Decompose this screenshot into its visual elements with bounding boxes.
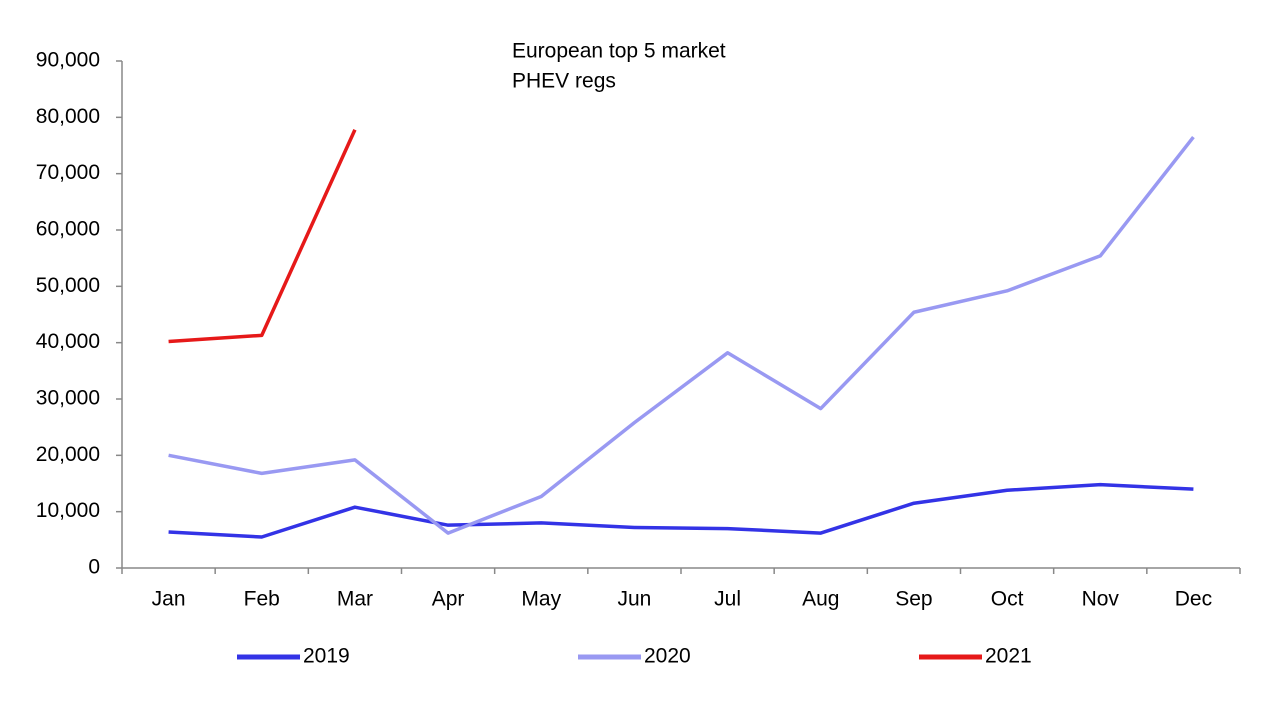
x-tick-label: Sep [895, 588, 932, 611]
y-tick-label: 50,000 [36, 274, 100, 297]
legend-label: 2021 [985, 645, 1032, 668]
series-line [168, 482, 1194, 539]
x-tick-label: Jan [152, 588, 186, 611]
x-tick-label: Jun [617, 588, 651, 611]
y-tick-label: 30,000 [36, 387, 100, 410]
y-tick-label: 0 [88, 556, 100, 579]
y-tick-label: 80,000 [36, 105, 100, 128]
y-tick-label: 10,000 [36, 499, 100, 522]
y-tick-label: 60,000 [36, 218, 100, 241]
y-tick-label: 20,000 [36, 443, 100, 466]
x-tick-label: Mar [337, 588, 373, 611]
x-tick-label: Dec [1175, 588, 1212, 611]
y-tick-label: 90,000 [36, 49, 100, 72]
chart-title: PHEV regs [512, 70, 616, 93]
x-tick-label: Feb [244, 588, 280, 611]
series-line [168, 129, 357, 344]
legend-label: 2019 [303, 645, 350, 668]
x-tick-label: Aug [802, 588, 839, 611]
chart-title: European top 5 market [512, 40, 726, 63]
x-tick-label: Oct [991, 588, 1024, 611]
series-line [168, 135, 1195, 535]
x-tick-label: Apr [432, 588, 465, 611]
y-tick-label: 70,000 [36, 161, 100, 184]
legend-label: 2020 [644, 645, 691, 668]
x-tick-label: Nov [1082, 588, 1120, 611]
x-tick-label: May [521, 588, 561, 611]
y-tick-label: 40,000 [36, 330, 100, 353]
x-tick-label: Jul [714, 588, 741, 611]
